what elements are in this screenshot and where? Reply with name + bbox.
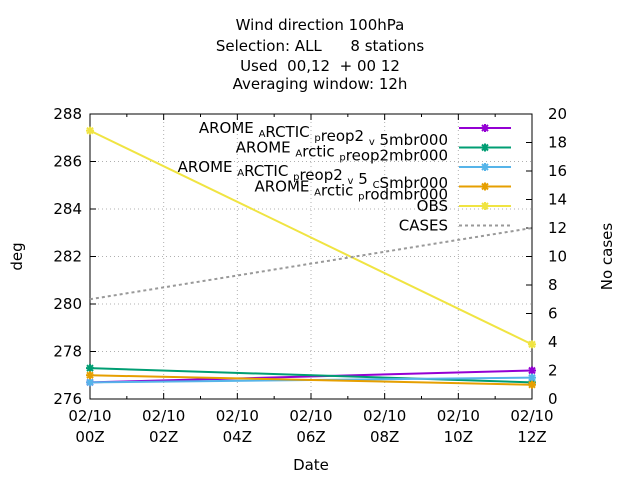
series-point-AROME_ARCTIC_preop2_v_5mbr000: [528, 366, 536, 375]
series-point-OBS: [528, 340, 536, 349]
marker-bar-d2: [481, 163, 489, 171]
y2-tick-label: 6: [548, 305, 558, 323]
series-point-AROME_ARCTIC_preop2_v_5_CSmbr000: [86, 378, 94, 387]
legend-marker-OBS: [481, 202, 489, 210]
series-line-OBS: [89, 129, 533, 346]
x-tick-label-hour: 08Z: [370, 428, 399, 446]
chart-title-line-2: Selection: ALL 8 stations: [215, 37, 425, 55]
x-tick-label-hour: 06Z: [296, 428, 325, 446]
x-tick-label-date: 02/10: [437, 407, 480, 425]
x-tick-label-date: 02/10: [289, 407, 332, 425]
legend-label-AROME_ARCTIC_preop2_v_5mbr000: AROME ARCTIC preop2 v 5mbr000: [199, 119, 448, 149]
marker-bar-d2: [528, 366, 536, 375]
chart-title-line-4: Averaging window: 12h: [232, 75, 408, 93]
series-line-AROME_Arctic_prodmbr000: [89, 374, 533, 386]
legend-label-CASES: CASES: [399, 217, 448, 235]
y-tick-label: 288: [53, 105, 82, 123]
legend-label-AROME_Arctic_preop2mbr000: AROME Arctic preop2mbr000: [236, 139, 448, 165]
legend-marker-AROME_Arctic_prodmbr000: [481, 182, 489, 191]
y2-axis-label: No cases: [598, 223, 616, 291]
y-tick-label: 284: [53, 200, 82, 218]
marker-bar-d2: [528, 340, 536, 349]
x-tick-label-hour: 04Z: [223, 428, 252, 446]
x-tick-label-date: 02/10: [142, 407, 185, 425]
legend-label-AROME_Arctic_prodmbr000: AROME Arctic prodmbr000: [254, 178, 448, 204]
marker-bar-d2: [481, 124, 489, 132]
marker-bar-d2: [86, 371, 94, 379]
marker-bar-d2: [481, 202, 489, 210]
y-axis-label: deg: [8, 242, 26, 270]
series-point-AROME_ARCTIC_preop2_v_5_CSmbr000: [528, 373, 536, 382]
x-tick-label-hour: 00Z: [75, 428, 104, 446]
series-point-OBS: [86, 126, 94, 135]
y2-tick-label: 14: [548, 191, 567, 209]
series-line-CASES: [89, 227, 533, 301]
series-line-AROME_ARCTIC_preop2_v_5mbr000: [89, 369, 533, 384]
legend-marker-AROME_ARCTIC_preop2_v_5mbr000: [481, 124, 489, 132]
x-tick-label-date: 02/10: [68, 407, 111, 425]
y2-tick-label: 8: [548, 276, 558, 294]
y-tick-label: 278: [53, 343, 82, 361]
x-tick-label-hour: 12Z: [517, 428, 546, 446]
marker-bar-d2: [86, 126, 94, 135]
y2-tick-label: 10: [548, 248, 567, 266]
series-point-AROME_Arctic_preop2mbr000: [86, 364, 94, 373]
legend-marker-AROME_ARCTIC_preop2_v_5_CSmbr000: [481, 163, 489, 171]
marker-bar-d2: [528, 373, 536, 382]
y-tick-label: 280: [53, 295, 82, 313]
y-tick-label: 282: [53, 248, 82, 266]
x-axis-label: Date: [293, 456, 329, 474]
series-point-AROME_Arctic_prodmbr000: [86, 371, 94, 380]
legend-marker-AROME_Arctic_preop2mbr000: [481, 143, 489, 152]
y2-tick-label: 4: [548, 333, 558, 351]
y-tick-label: 276: [53, 390, 82, 408]
marker-bar-d2: [528, 381, 536, 389]
y2-tick-label: 12: [548, 219, 567, 237]
series-line-AROME_Arctic_preop2mbr000: [89, 367, 533, 384]
x-tick-label-date: 02/10: [510, 407, 553, 425]
y2-tick-label: 18: [548, 134, 567, 152]
y2-tick-label: 2: [548, 362, 558, 380]
y-tick-label: 286: [53, 153, 82, 171]
x-tick-label-hour: 10Z: [444, 428, 473, 446]
chart-title-line-1: Wind direction 100hPa: [235, 16, 405, 34]
legend-label-AROME_ARCTIC_preop2_v_5_CSmbr000: AROME ARCTIC preop2 v 5 CSmbr000: [178, 158, 448, 192]
legend-label-OBS: OBS: [417, 197, 448, 215]
marker-bar-d2: [481, 143, 489, 152]
y2-tick-label: 16: [548, 162, 567, 180]
chart-title-line-3: Used 00,12 + 00 12: [240, 57, 400, 75]
series-point-AROME_Arctic_prodmbr000: [528, 380, 536, 389]
x-tick-label-date: 02/10: [363, 407, 406, 425]
x-tick-label-hour: 02Z: [149, 428, 178, 446]
marker-bar-d2: [86, 364, 94, 372]
marker-bar-d2: [481, 182, 489, 191]
marker-bar-d2: [86, 378, 94, 387]
x-tick-label-date: 02/10: [216, 407, 259, 425]
y2-tick-label: 20: [548, 105, 567, 123]
y2-tick-label: 0: [548, 390, 558, 408]
